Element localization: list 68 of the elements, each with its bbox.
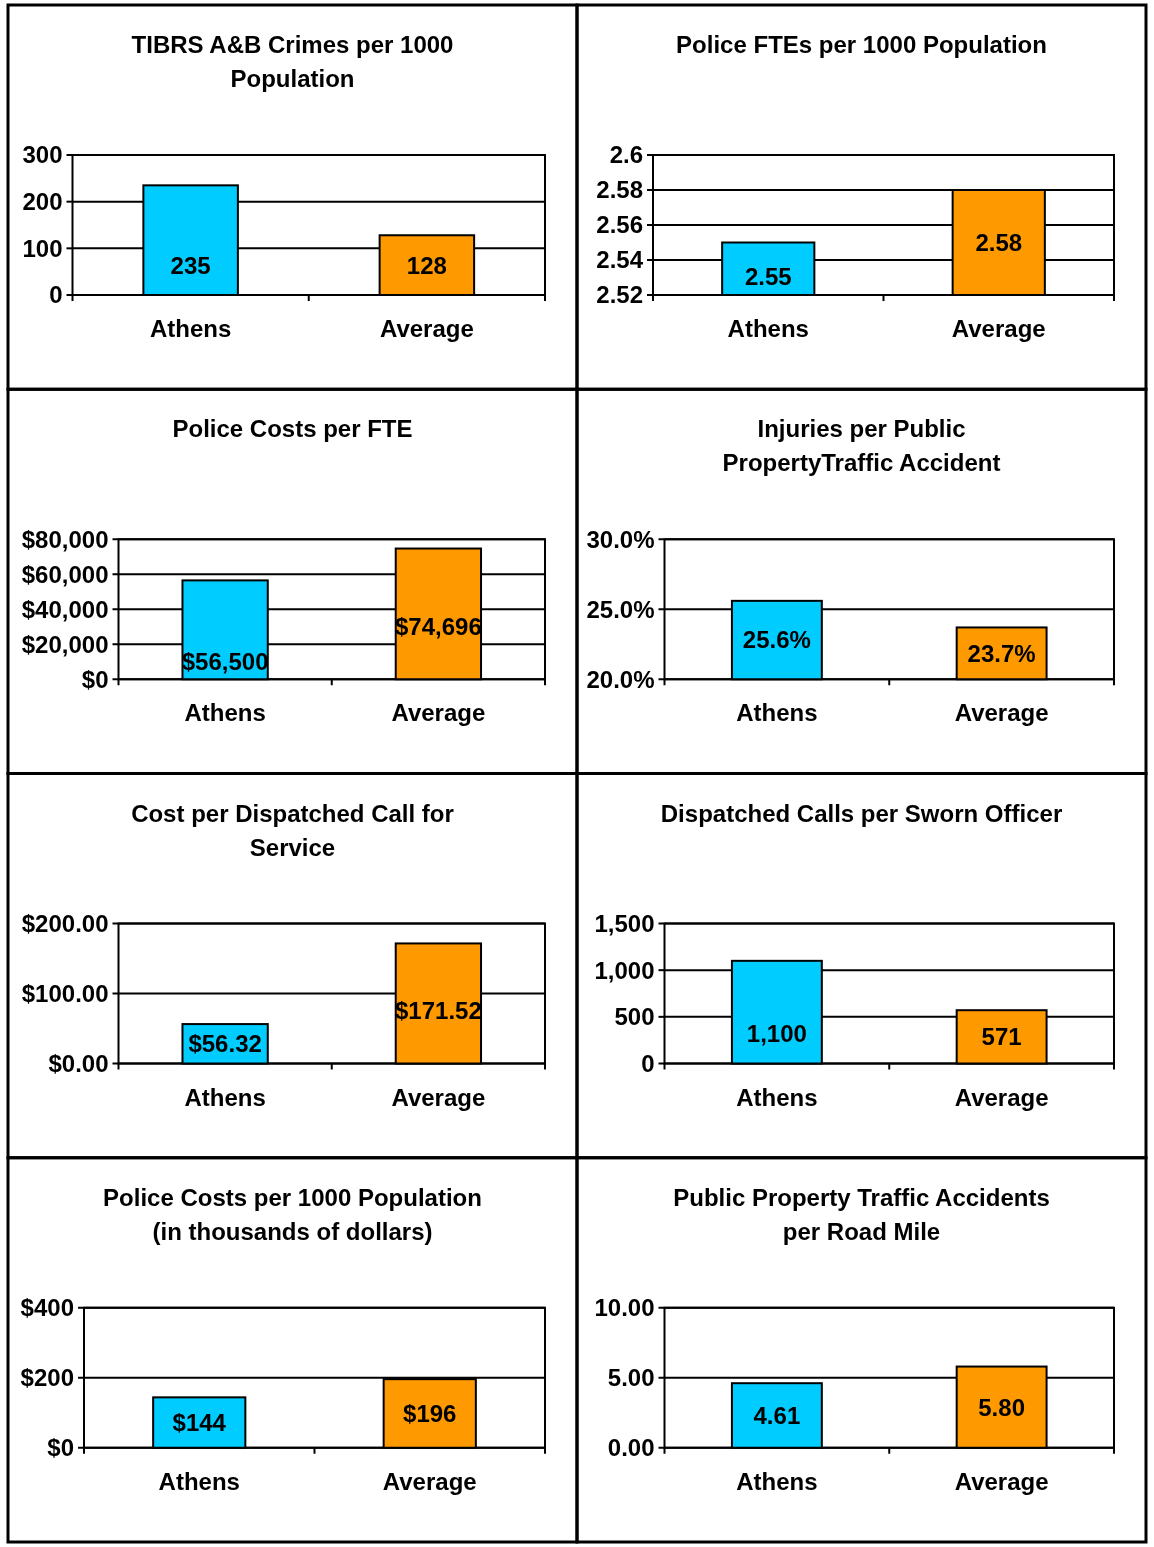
data-label: 2.58 (975, 228, 1023, 256)
x-tick-label: Average (391, 1083, 486, 1111)
y-tick-label: $200.00 (21, 909, 109, 937)
x-tick-label: Athens (736, 1083, 818, 1111)
data-label: 25.6% (742, 626, 811, 654)
x-tick-label: Average (379, 315, 474, 342)
y-tick-label: 500 (614, 1003, 655, 1031)
y-tick-label: 0 (641, 1049, 655, 1077)
y-tick-label: 25.0% (586, 595, 655, 623)
chart-title: Dispatched Calls per Sworn Officer (660, 799, 1063, 827)
data-label: $144 (172, 1408, 227, 1436)
y-tick-label: $200 (20, 1364, 74, 1392)
chart-title: Injuries per Public PropertyTraffic Accident (722, 415, 1001, 477)
y-tick-label: 0.00 (607, 1434, 655, 1462)
y-tick-label: $60,000 (21, 560, 109, 588)
data-label: 23.7% (967, 639, 1036, 667)
y-tick-label: 20.0% (586, 665, 655, 693)
x-tick-label: Average (951, 315, 1046, 342)
y-tick-label: $40,000 (21, 595, 109, 623)
chart-title: Police Costs per FTE (172, 415, 413, 443)
chart-title: TIBRS A&B Crimes per 1000 Population (131, 31, 454, 92)
y-tick-label: 2.6 (609, 141, 643, 169)
y-tick-label: 200 (22, 188, 63, 216)
y-tick-label: 2.56 (596, 211, 643, 239)
y-tick-label: 1,500 (594, 909, 655, 937)
x-tick-label: Athens (158, 1467, 240, 1495)
y-tick-label: $0 (47, 1434, 74, 1462)
x-tick-label: Athens (727, 315, 809, 342)
y-tick-label: 5.00 (607, 1364, 655, 1392)
x-tick-label: Average (382, 1467, 477, 1495)
data-label: 128 (406, 251, 447, 279)
y-tick-label: 2.54 (596, 246, 644, 274)
data-label: 2.55 (744, 263, 792, 291)
y-tick-label: 10.00 (594, 1294, 655, 1322)
y-tick-label: 2.58 (596, 176, 643, 204)
y-tick-label: 30.0% (586, 525, 655, 553)
y-tick-label: 0 (49, 281, 63, 309)
y-tick-label: $80,000 (21, 525, 109, 553)
chart-title: Police Costs per 1000 Population (in thousands of dollars) (103, 1183, 482, 1245)
x-tick-label: Average (954, 699, 1049, 727)
data-label: 4.61 (753, 1401, 801, 1429)
x-tick-label: Athens (149, 315, 232, 342)
y-tick-label: 2.52 (596, 281, 643, 309)
y-tick-label: $100.00 (21, 979, 109, 1007)
x-tick-label: Average (391, 699, 486, 727)
data-label: 5.80 (978, 1393, 1025, 1421)
y-tick-label: $20,000 (21, 630, 109, 658)
data-label: $56.32 (188, 1030, 262, 1058)
data-label: 1,100 (746, 1020, 807, 1048)
x-tick-label: Average (954, 1467, 1049, 1495)
x-tick-label: Average (954, 1083, 1049, 1111)
y-tick-label: $400 (20, 1294, 74, 1322)
data-label: 571 (981, 1023, 1022, 1051)
x-tick-label: Athens (184, 699, 266, 727)
y-tick-label: $0 (81, 665, 109, 693)
x-tick-label: Athens (736, 699, 818, 727)
y-tick-label: $0.00 (48, 1049, 109, 1077)
chart-title: Cost per Dispatched Call for Service (131, 799, 454, 861)
data-label: $56,500 (181, 647, 269, 675)
chart-title: Public Property Traffic Accidents per Road Mile (673, 1183, 1050, 1245)
y-tick-label: 100 (22, 234, 63, 262)
chart-title: Police FTEs per 1000 Population (676, 31, 1047, 58)
x-tick-label: Athens (736, 1467, 818, 1495)
data-label: $196 (403, 1399, 457, 1427)
x-tick-label: Athens (184, 1083, 266, 1111)
y-tick-label: 1,000 (594, 956, 655, 984)
y-tick-label: 300 (22, 141, 63, 169)
data-label: 235 (170, 251, 211, 279)
